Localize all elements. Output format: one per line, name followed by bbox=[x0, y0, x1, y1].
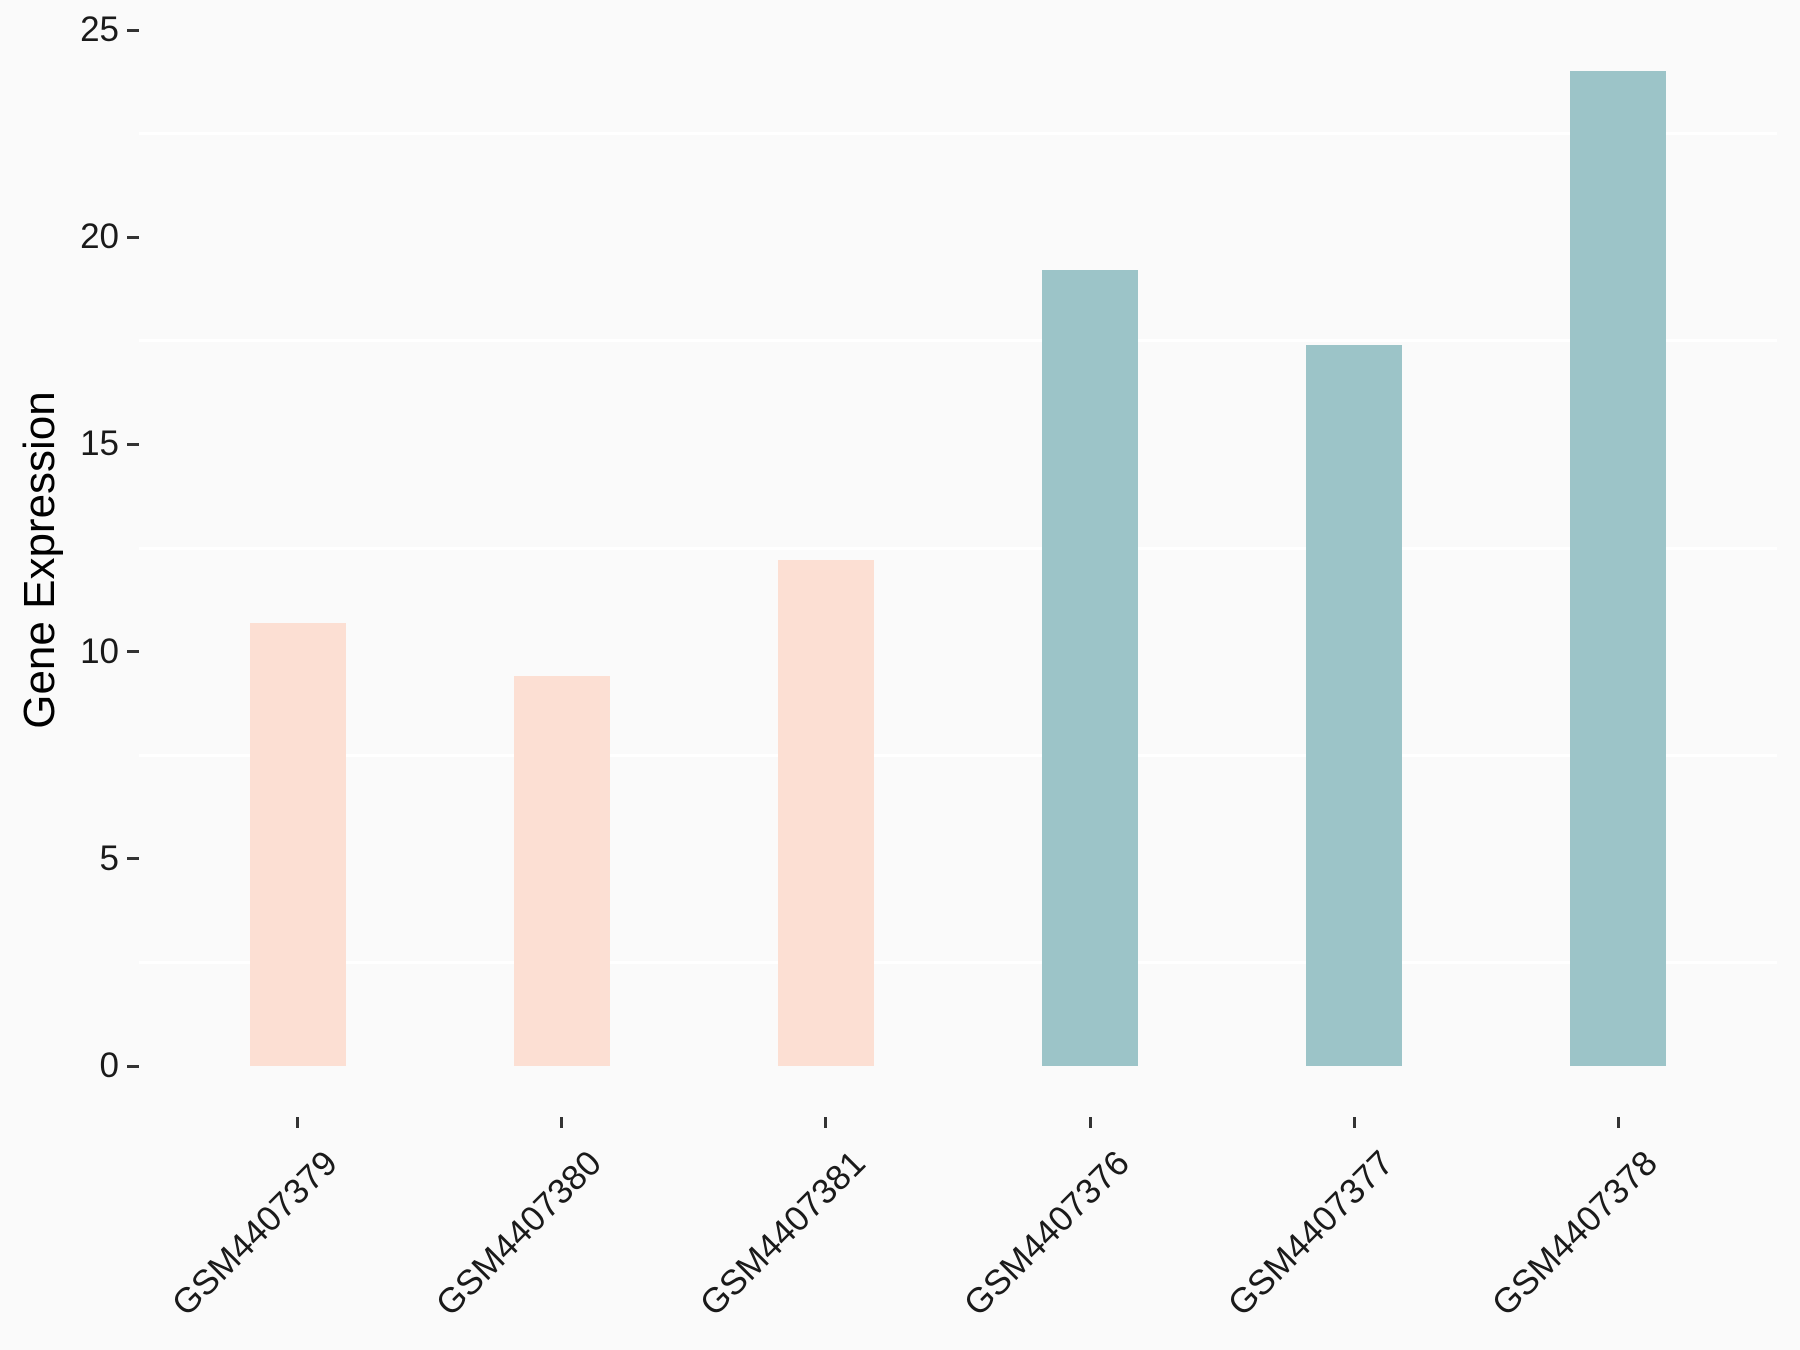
x-tick-label: GSM4407381 bbox=[692, 1143, 873, 1324]
x-tick-label: GSM4407376 bbox=[956, 1143, 1137, 1324]
x-tick-mark bbox=[824, 1117, 828, 1128]
y-tick-label: 10 bbox=[80, 631, 119, 671]
y-tick-label: 5 bbox=[99, 838, 119, 878]
x-tick-label: GSM4407378 bbox=[1485, 1143, 1666, 1324]
bar-GSM4407377 bbox=[1306, 344, 1403, 1066]
bar-GSM4407380 bbox=[513, 676, 610, 1066]
minor-gridline bbox=[139, 339, 1777, 343]
minor-gridline bbox=[139, 960, 1777, 964]
x-tick-label: GSM4407379 bbox=[164, 1143, 345, 1324]
x-tick-mark bbox=[1616, 1117, 1620, 1128]
x-tick-label: GSM4407377 bbox=[1220, 1143, 1402, 1324]
bar-GSM4407381 bbox=[777, 560, 874, 1066]
minor-gridline bbox=[139, 546, 1777, 550]
y-tick-mark bbox=[127, 235, 139, 239]
x-tick-label: GSM4407380 bbox=[428, 1143, 609, 1324]
y-tick-mark bbox=[127, 1064, 139, 1068]
y-axis-title: Gene Expression bbox=[15, 391, 64, 729]
minor-gridline bbox=[139, 753, 1777, 757]
y-tick-mark bbox=[127, 442, 139, 446]
y-tick-mark bbox=[127, 650, 139, 654]
minor-gridline bbox=[139, 132, 1777, 136]
x-tick-mark bbox=[1088, 1117, 1092, 1128]
x-tick-mark bbox=[560, 1117, 564, 1128]
y-tick-label: 20 bbox=[80, 217, 119, 257]
y-tick-mark bbox=[127, 857, 139, 861]
y-tick-mark bbox=[127, 28, 139, 32]
y-tick-label: 25 bbox=[80, 10, 119, 49]
bar-GSM4407379 bbox=[249, 622, 346, 1066]
bar-GSM4407376 bbox=[1042, 270, 1139, 1066]
x-tick-mark bbox=[1352, 1117, 1356, 1128]
y-tick-label: 15 bbox=[80, 424, 119, 464]
bar-GSM4407378 bbox=[1570, 71, 1667, 1066]
x-tick-mark bbox=[296, 1117, 300, 1128]
y-tick-label: 0 bbox=[99, 1046, 119, 1085]
